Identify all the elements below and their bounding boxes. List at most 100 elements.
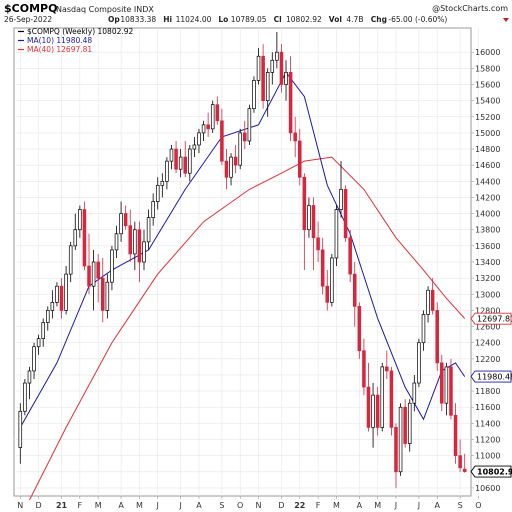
candle-body: [224, 160, 229, 178]
candle-body: [233, 156, 238, 166]
x-tick-label: S: [458, 501, 463, 510]
candle: [142, 229, 146, 271]
candle: [293, 116, 297, 158]
legend-entry: MA(40) 12697.81: [27, 45, 92, 54]
candle: [192, 136, 197, 158]
candle-body: [110, 249, 114, 283]
candle: [238, 128, 242, 170]
candle-body: [50, 301, 55, 311]
y-tick-label: 13600: [475, 242, 500, 251]
candle: [160, 173, 165, 198]
candle-body: [178, 156, 183, 170]
candle: [462, 453, 467, 473]
candle-body: [417, 342, 421, 384]
price-tag: 12697.81: [470, 312, 512, 325]
candle-body: [330, 257, 334, 303]
candle-body: [243, 132, 247, 142]
candle: [444, 362, 449, 416]
candle: [270, 52, 275, 85]
dropdown-arrow-icon[interactable]: [503, 18, 509, 22]
candle: [137, 221, 142, 283]
candle: [174, 140, 178, 174]
y-tick-label: 14600: [475, 161, 500, 170]
price-tag-label: 12697.81: [477, 315, 512, 324]
y-tick-label: 15800: [475, 64, 500, 73]
candle-body: [146, 217, 151, 243]
candle: [165, 157, 169, 190]
candle-body: [41, 322, 45, 340]
stat-label: Vol: [329, 15, 342, 24]
candle-body: [59, 285, 64, 311]
candle: [114, 225, 119, 258]
candle: [458, 439, 462, 472]
x-tick-label: N: [256, 501, 262, 510]
candle: [27, 366, 32, 400]
candle-body: [96, 261, 100, 279]
candle: [183, 140, 187, 178]
candle: [46, 306, 50, 331]
candle: [348, 229, 352, 283]
candle: [201, 120, 206, 141]
y-tick-label: 15000: [475, 129, 500, 138]
candle-body: [421, 314, 426, 344]
x-tick-label: A: [357, 501, 363, 510]
x-tick-label: 22: [294, 501, 305, 510]
y-tick-label: 14200: [475, 193, 500, 202]
stat-label: Op: [108, 15, 120, 24]
candle-body: [123, 213, 128, 227]
x-tick-label: M: [136, 501, 143, 510]
candle-body: [100, 277, 105, 311]
ma40-series: [29, 156, 466, 501]
y-tick-label: 11000: [475, 452, 500, 461]
candle-body: [68, 245, 73, 275]
chart-instrument-name: Nasdaq Composite INDX: [56, 5, 154, 14]
candle: [36, 334, 41, 355]
candle-body: [348, 237, 352, 275]
stockcharts-brand[interactable]: @StockCharts.com: [432, 4, 508, 13]
candle: [105, 274, 110, 319]
price-tags: 12697.81 11980.48 10802.92: [470, 312, 512, 478]
candle-body: [426, 289, 430, 315]
candle: [155, 177, 160, 210]
candle-body: [64, 273, 68, 311]
x-tick-label: J: [156, 501, 159, 510]
candle-body: [444, 366, 449, 404]
candle: [128, 209, 133, 262]
candle: [352, 262, 357, 327]
candle: [23, 379, 27, 416]
y-tick-label: 12400: [475, 339, 500, 348]
candle: [178, 149, 183, 178]
y-tick-label: 14400: [475, 177, 500, 186]
y-tick-label: 11800: [475, 387, 500, 396]
candle-body: [142, 241, 146, 263]
candle-body: [32, 346, 36, 372]
ma10-line: [19, 71, 466, 428]
candle: [110, 245, 114, 291]
candle-body: [288, 72, 293, 134]
candle: [394, 423, 398, 488]
candle: [64, 266, 68, 315]
candle: [243, 120, 247, 150]
x-tick-label: O: [475, 501, 481, 510]
candle: [389, 366, 394, 436]
candle-body: [307, 205, 311, 231]
candle-body: [155, 184, 160, 202]
price-tag-box: [470, 370, 512, 383]
candle-body: [261, 55, 265, 101]
y-tick-label: 15200: [475, 113, 500, 122]
candle-body: [407, 402, 412, 444]
candle: [210, 100, 215, 133]
candle: [426, 286, 430, 323]
candle: [55, 282, 59, 307]
candle-body: [275, 51, 279, 61]
candle-body: [256, 55, 261, 81]
candle: [224, 149, 229, 190]
candle: [146, 209, 151, 250]
candle: [100, 257, 105, 323]
price-tag-box: [470, 312, 512, 325]
candle-body: [18, 410, 23, 448]
candle-body: [316, 237, 320, 251]
candle-body: [206, 124, 210, 130]
candle: [82, 201, 87, 271]
